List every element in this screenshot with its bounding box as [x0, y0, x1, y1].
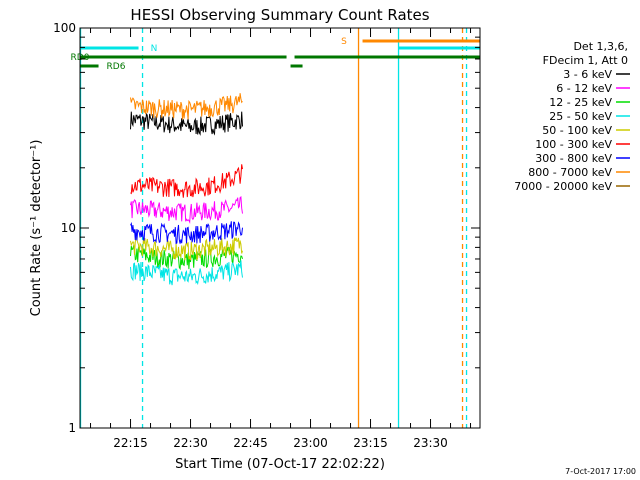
flag-label-rd6: RD6 [107, 62, 126, 72]
legend-label-6-12-kev: 6 - 12 keV [556, 82, 612, 95]
plot-frame [79, 27, 481, 429]
flag-label-n: N [151, 44, 158, 54]
series-line-3-6-kev [130, 111, 243, 136]
x-tick-label-2215: 22:15 [113, 436, 148, 450]
y-axis-label: Count Rate (s⁻¹ detector⁻¹) [29, 140, 44, 317]
x-axis-label: Start Time (07-Oct-17 22:02:22) [175, 457, 385, 472]
flag-label-s: S [341, 37, 347, 47]
series-line-12-25-kev [130, 245, 243, 271]
legend-label-3-6-kev: 3 - 6 keV [563, 68, 612, 81]
legend-label-800-7000-kev: 800 - 7000 keV [528, 166, 612, 179]
legend-label-12-25-kev: 12 - 25 keV [549, 96, 612, 109]
series-line-25-50-kev [130, 260, 243, 286]
y-tick-label-100: 100 [53, 21, 76, 35]
legend-label-25-50-kev: 25 - 50 keV [549, 110, 612, 123]
legend-label-300-800-kev: 300 - 800 keV [535, 152, 612, 165]
y-tick-label-1: 1 [68, 421, 76, 435]
legend-label-100-300-kev: 100 - 300 keV [535, 138, 612, 151]
x-tick-label-2245: 22:45 [233, 436, 268, 450]
x-tick-label-2315: 23:15 [353, 436, 388, 450]
legend-label-50-100-kev: 50 - 100 keV [542, 124, 612, 137]
timestamp-stamp: 7-Oct-2017 17:00 [565, 467, 636, 476]
x-tick-label-2300: 23:00 [293, 436, 328, 450]
legend-header-line-1: Det 1,3,6, [573, 40, 628, 53]
chart-title: HESSI Observing Summary Count Rates [130, 6, 429, 24]
x-tick-label-2230: 22:30 [173, 436, 208, 450]
series-line-800-7000-kev [130, 93, 243, 120]
x-tick-label-2330: 23:30 [413, 436, 448, 450]
legend-header-line-2: FDecim 1, Att 0 [543, 54, 628, 67]
series-line-6-12-kev [130, 196, 243, 225]
legend-label-7000-20000-kev: 7000 - 20000 keV [514, 180, 612, 193]
series-line-100-300-kev [130, 164, 243, 198]
y-tick-label-10: 10 [61, 221, 76, 235]
series-line-300-800-kev [130, 221, 243, 245]
axes-layer: 1 10 100 22:15 22:30 22:45 23:00 23:15 23:30 [53, 21, 480, 450]
